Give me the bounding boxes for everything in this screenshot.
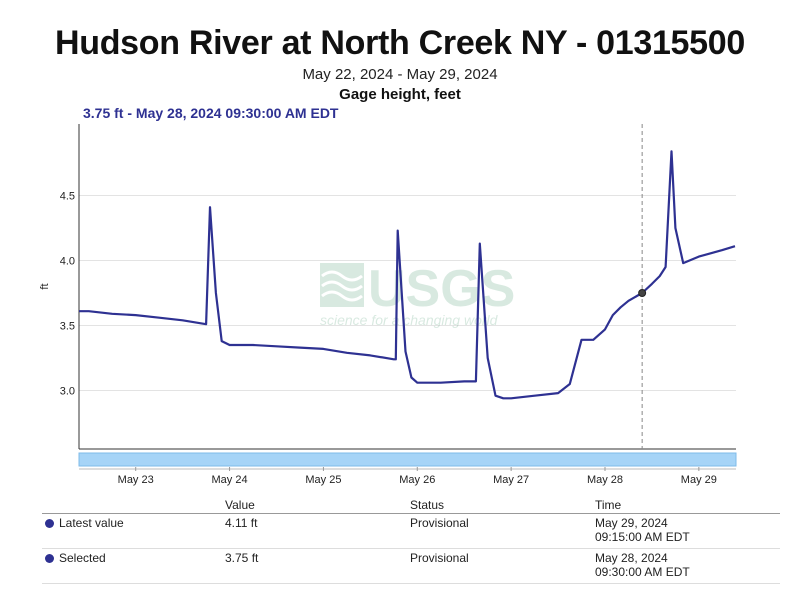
date-text: May 28, 2024 (595, 551, 668, 565)
x-tick-label: May 23 (118, 474, 154, 486)
selected-readout: 3.75 ft - May 28, 2024 09:30:00 AM EDT (83, 105, 339, 121)
date-range: May 22, 2024 - May 29, 2024 (302, 66, 498, 83)
x-tick-labels: May 23 May 24 May 25 May 26 May 27 May 28 May … (118, 467, 717, 486)
value-cell: 4.11 ft (225, 513, 410, 549)
parameter-label: Gage height, feet (339, 86, 461, 103)
hydrograph-chart[interactable]: USGS science for a changing world 3.0 3.5… (0, 118, 800, 490)
chart-title: Hudson River at North Creek NY - 0131550… (54, 24, 745, 62)
x-tick-label: May 24 (212, 474, 248, 486)
selected-point[interactable] (638, 289, 647, 297)
col-header-label (42, 497, 225, 514)
x-tick-label: May 26 (399, 474, 435, 486)
values-table: Value Status Time Latest value 4.11 ft P… (42, 497, 780, 584)
y-axis-label: ft (39, 283, 51, 289)
series-line (79, 150, 736, 400)
grid-lines (79, 195, 736, 391)
col-header-time: Time (595, 497, 780, 514)
watermark-tagline: science for a changing world (320, 312, 499, 328)
series (79, 150, 736, 400)
watermark-text: USGS (368, 260, 515, 318)
time-cell: May 29, 2024 09:15:00 AM EDT (595, 513, 780, 549)
table-row: Selected 3.75 ft Provisional May 28, 202… (42, 548, 780, 584)
time-navigator-bar[interactable] (78, 452, 737, 467)
y-tick-label: 3.0 (60, 386, 75, 398)
row-label: Selected (59, 551, 106, 565)
time-cell: May 28, 2024 09:30:00 AM EDT (595, 548, 780, 584)
axes (78, 124, 736, 470)
series-dot-icon (45, 519, 54, 528)
time-text: 09:15:00 AM EDT (595, 530, 690, 544)
usgs-logo-icon (320, 263, 364, 307)
usgs-watermark: USGS science for a changing world (320, 260, 515, 328)
x-tick-label: May 25 (305, 474, 341, 486)
time-text: 09:30:00 AM EDT (595, 565, 690, 579)
table-header-row: Value Status Time (42, 497, 780, 514)
y-tick-labels: 3.0 3.5 4.0 4.5 (60, 191, 75, 398)
row-label-cell: Selected (42, 548, 225, 584)
y-tick-label: 3.5 (60, 321, 75, 333)
date-text: May 29, 2024 (595, 516, 668, 530)
col-header-status: Status (410, 497, 595, 514)
row-label-cell: Latest value (42, 513, 225, 549)
row-label: Latest value (59, 516, 124, 530)
y-tick-label: 4.5 (60, 191, 75, 203)
table-row: Latest value 4.11 ft Provisional May 29,… (42, 513, 780, 549)
x-tick-label: May 29 (681, 474, 717, 486)
value-cell: 3.75 ft (225, 548, 410, 584)
status-cell: Provisional (410, 548, 595, 584)
x-tick-label: May 27 (493, 474, 529, 486)
y-tick-label: 4.0 (60, 256, 75, 268)
status-cell: Provisional (410, 513, 595, 549)
col-header-value: Value (225, 497, 410, 514)
series-dot-icon (45, 554, 54, 563)
x-tick-label: May 28 (587, 474, 623, 486)
